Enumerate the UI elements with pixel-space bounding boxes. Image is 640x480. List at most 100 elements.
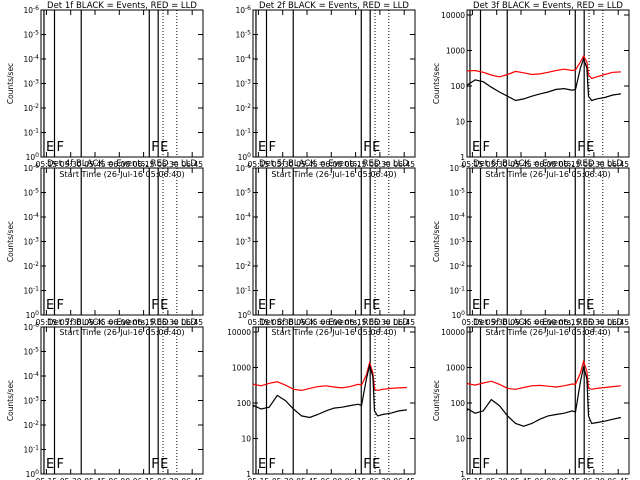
plot-frame: [40, 9, 204, 158]
y-tick-label: 10: [455, 118, 465, 127]
y-tick-label: 10-6: [449, 163, 465, 173]
x-tick-label: 05:45: [84, 160, 106, 169]
x-tick-label: 05:30: [486, 160, 508, 169]
y-tick-label: 10-4: [449, 212, 465, 222]
y-tick-label: 10-3: [235, 79, 251, 89]
chart-title: Det 4f BLACK = Events, RED = LLD: [47, 159, 197, 169]
x-tick-label: 06:30: [583, 318, 605, 327]
y-tick-label: 10-2: [449, 261, 465, 271]
marker-label: F: [269, 298, 276, 313]
x-tick-label: 06:30: [583, 477, 605, 480]
marker-label: E: [160, 298, 168, 313]
x-tick-label: 06:45: [393, 318, 415, 327]
y-tick-label: 1: [460, 470, 465, 479]
marker-label: F: [57, 140, 64, 155]
x-tick-label: 06:15: [559, 160, 581, 169]
y-tick-label: 10-3: [23, 396, 39, 406]
marker-label: E: [472, 298, 480, 313]
y-tick-label: 10-4: [235, 54, 251, 64]
y-tick-label: 10-6: [235, 163, 251, 173]
chart-title: Det 1f BLACK = Events, RED = LLD: [47, 1, 197, 11]
series-line-lld: [252, 360, 407, 392]
y-tick-label: 10-2: [23, 103, 39, 113]
marker-label: F: [577, 457, 584, 472]
x-axis-label: Start Time (26-Jul-16 05:06:40): [271, 328, 396, 337]
series-line-events: [466, 366, 622, 427]
x-axis-label: Start Time (26-Jul-16 05:06:40): [485, 170, 610, 179]
y-tick-label: 10000: [227, 328, 251, 337]
y-tick-label: 100: [238, 152, 252, 162]
y-tick-label: 10-6: [23, 322, 39, 332]
y-tick-label: 10-3: [23, 237, 39, 247]
x-tick-label: 05:45: [296, 477, 318, 480]
chart-title: Det 6f BLACK = Events, RED = LLD: [473, 159, 623, 169]
marker-label: E: [586, 298, 594, 313]
x-tick-label: 06:15: [133, 477, 155, 480]
marker-label: E: [160, 457, 168, 472]
chart-title: Det 3f BLACK = Events, RED = LLD: [473, 1, 623, 11]
marker-label: E: [258, 457, 266, 472]
chart-panel-3: Det 3f BLACK = Events, RED = LLD10000100…: [432, 1, 630, 179]
plot-frame: [252, 326, 416, 475]
y-tick-label: 10-6: [23, 5, 39, 15]
x-tick-label: 06:45: [181, 160, 203, 169]
y-tick-label: 10: [455, 435, 465, 444]
marker-label: E: [258, 140, 266, 155]
series-line-events: [466, 56, 621, 102]
chart-panel-8: Det 8f BLACK = Events, RED = LLD10000100…: [227, 318, 416, 480]
y-axis-label: Counts/sec: [432, 380, 441, 421]
marker-label: E: [160, 140, 168, 155]
y-tick-label: 1000: [446, 364, 465, 373]
x-tick-label: 06:45: [181, 477, 203, 480]
y-tick-label: 10-5: [23, 347, 39, 357]
x-tick-label: 05:30: [60, 318, 82, 327]
x-tick-label: 05:30: [60, 477, 82, 480]
x-tick-label: 06:15: [345, 477, 367, 480]
x-tick-label: 06:30: [369, 477, 391, 480]
marker-label: F: [151, 298, 158, 313]
x-tick-label: 05:30: [272, 160, 294, 169]
plot-frame: [466, 9, 630, 158]
chart-title: Det 5f BLACK = Events, RED = LLD: [259, 159, 409, 169]
y-tick-label: 100: [26, 310, 40, 320]
x-tick-label: 06:45: [181, 318, 203, 327]
chart-panel-9: Det 9f BLACK = Events, RED = LLD10000100…: [432, 318, 630, 480]
y-tick-label: 10-3: [235, 237, 251, 247]
y-axis-label: Counts/sec: [432, 221, 441, 262]
y-tick-label: 10-4: [23, 371, 39, 381]
y-tick-label: 1000: [446, 47, 465, 56]
y-tick-label: 100: [26, 469, 40, 479]
marker-label: F: [483, 298, 490, 313]
x-tick-label: 06:30: [583, 160, 605, 169]
plot-frame: [252, 167, 416, 316]
y-tick-label: 1: [460, 153, 465, 162]
chart-panel-7: Det 7f BLACK = Events, RED = LLD 100 10-1 1…: [6, 318, 204, 480]
x-tick-label: 05:30: [486, 477, 508, 480]
x-tick-label: 06:30: [369, 160, 391, 169]
y-tick-label: 10-1: [23, 445, 39, 455]
marker-label: F: [151, 140, 158, 155]
chart-panel-6: Det 6f BLACK = Events, RED = LLD 100 10-1 1…: [432, 159, 630, 337]
y-tick-label: 100: [451, 399, 466, 408]
y-tick-label: 100: [237, 399, 252, 408]
series-line-events: [252, 363, 407, 419]
y-axis-label: Counts/sec: [6, 380, 15, 421]
x-tick-label: 06:30: [157, 477, 179, 480]
x-tick-label: 05:30: [272, 477, 294, 480]
y-tick-label: 10000: [441, 328, 465, 337]
marker-label: F: [57, 298, 64, 313]
y-tick-label: 10-5: [449, 188, 465, 198]
x-tick-label: 05:15: [248, 160, 270, 169]
x-tick-label: 06:30: [157, 160, 179, 169]
x-tick-label: 06:00: [108, 318, 130, 327]
chart-panel-1: Det 1f BLACK = Events, RED = LLD 100 10-1 1…: [6, 1, 204, 179]
marker-label: F: [363, 457, 370, 472]
series-line-lld: [466, 359, 621, 390]
marker-label: F: [577, 298, 584, 313]
x-tick-label: 05:45: [84, 318, 106, 327]
y-tick-label: 10-5: [23, 30, 39, 40]
y-tick-label: 10-2: [235, 103, 251, 113]
y-tick-label: 10-4: [23, 212, 39, 222]
y-tick-label: 10-6: [235, 5, 251, 15]
